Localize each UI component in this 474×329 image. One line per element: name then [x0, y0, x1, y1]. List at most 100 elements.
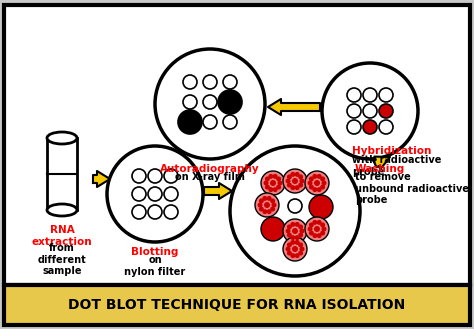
- Circle shape: [270, 180, 276, 186]
- Circle shape: [363, 104, 377, 118]
- Circle shape: [276, 185, 281, 190]
- Circle shape: [257, 203, 263, 208]
- Circle shape: [183, 75, 197, 89]
- Text: with radioactive
probe: with radioactive probe: [352, 155, 441, 177]
- Circle shape: [292, 246, 298, 252]
- Circle shape: [317, 187, 322, 192]
- Circle shape: [295, 222, 300, 227]
- Circle shape: [259, 207, 264, 212]
- Circle shape: [317, 174, 322, 179]
- Circle shape: [300, 179, 304, 184]
- Bar: [47, 138, 77, 210]
- Bar: [4, 5, 470, 285]
- Polygon shape: [374, 157, 390, 169]
- Circle shape: [308, 181, 312, 186]
- Circle shape: [288, 199, 302, 213]
- Text: RNA
extraction: RNA extraction: [32, 225, 92, 247]
- Circle shape: [230, 146, 360, 276]
- Circle shape: [320, 222, 325, 227]
- Circle shape: [347, 120, 361, 134]
- Circle shape: [148, 169, 162, 183]
- Circle shape: [261, 217, 285, 241]
- Circle shape: [264, 202, 270, 208]
- Polygon shape: [93, 171, 110, 187]
- Circle shape: [298, 224, 303, 229]
- Circle shape: [268, 187, 273, 192]
- Circle shape: [317, 220, 322, 225]
- Circle shape: [317, 233, 322, 238]
- Circle shape: [267, 196, 272, 201]
- Circle shape: [218, 90, 242, 114]
- Circle shape: [295, 240, 300, 245]
- Circle shape: [295, 253, 300, 258]
- Circle shape: [265, 176, 270, 181]
- Circle shape: [314, 226, 320, 232]
- Circle shape: [291, 172, 295, 177]
- Circle shape: [379, 120, 393, 134]
- Circle shape: [298, 242, 303, 247]
- Circle shape: [261, 171, 285, 195]
- Text: on
nylon filter: on nylon filter: [124, 255, 186, 277]
- Circle shape: [292, 178, 298, 184]
- Circle shape: [300, 229, 304, 234]
- Text: Autoradiography: Autoradiography: [160, 164, 260, 174]
- Circle shape: [298, 183, 303, 188]
- Circle shape: [270, 207, 275, 212]
- Circle shape: [132, 187, 146, 201]
- Circle shape: [347, 104, 361, 118]
- Circle shape: [295, 172, 300, 177]
- Text: Washing: Washing: [355, 164, 405, 174]
- Circle shape: [298, 251, 303, 256]
- Circle shape: [287, 242, 292, 247]
- Circle shape: [309, 195, 333, 219]
- Ellipse shape: [47, 132, 77, 144]
- Circle shape: [305, 171, 329, 195]
- Circle shape: [273, 187, 278, 192]
- Circle shape: [164, 187, 178, 201]
- Circle shape: [155, 49, 265, 159]
- Circle shape: [347, 88, 361, 102]
- Circle shape: [203, 115, 217, 129]
- Circle shape: [276, 176, 281, 181]
- Circle shape: [223, 75, 237, 89]
- Circle shape: [203, 95, 217, 109]
- Circle shape: [268, 174, 273, 179]
- Text: to remove
unbound radioactive
probe: to remove unbound radioactive probe: [355, 172, 469, 205]
- Circle shape: [363, 88, 377, 102]
- Circle shape: [300, 246, 304, 251]
- Text: on X-ray film: on X-ray film: [175, 172, 245, 182]
- Circle shape: [312, 174, 318, 179]
- Circle shape: [285, 229, 291, 234]
- Circle shape: [298, 233, 303, 238]
- Circle shape: [309, 176, 314, 181]
- Circle shape: [322, 63, 418, 159]
- Circle shape: [295, 235, 300, 240]
- Circle shape: [223, 115, 237, 129]
- Circle shape: [283, 219, 307, 243]
- Circle shape: [287, 174, 292, 179]
- Circle shape: [203, 75, 217, 89]
- Circle shape: [291, 253, 295, 258]
- Circle shape: [183, 95, 197, 109]
- Circle shape: [309, 222, 314, 227]
- Circle shape: [148, 187, 162, 201]
- Circle shape: [287, 224, 292, 229]
- Circle shape: [262, 196, 267, 201]
- Circle shape: [312, 233, 318, 238]
- Circle shape: [312, 187, 318, 192]
- Circle shape: [267, 209, 272, 214]
- Circle shape: [298, 174, 303, 179]
- Circle shape: [283, 237, 307, 261]
- Circle shape: [107, 146, 203, 242]
- Circle shape: [178, 110, 202, 134]
- Circle shape: [321, 181, 327, 186]
- Circle shape: [270, 198, 275, 203]
- Circle shape: [309, 231, 314, 236]
- Circle shape: [291, 235, 295, 240]
- Circle shape: [291, 222, 295, 227]
- Circle shape: [285, 246, 291, 251]
- Circle shape: [309, 185, 314, 190]
- Circle shape: [379, 104, 393, 118]
- Circle shape: [164, 169, 178, 183]
- Circle shape: [164, 205, 178, 219]
